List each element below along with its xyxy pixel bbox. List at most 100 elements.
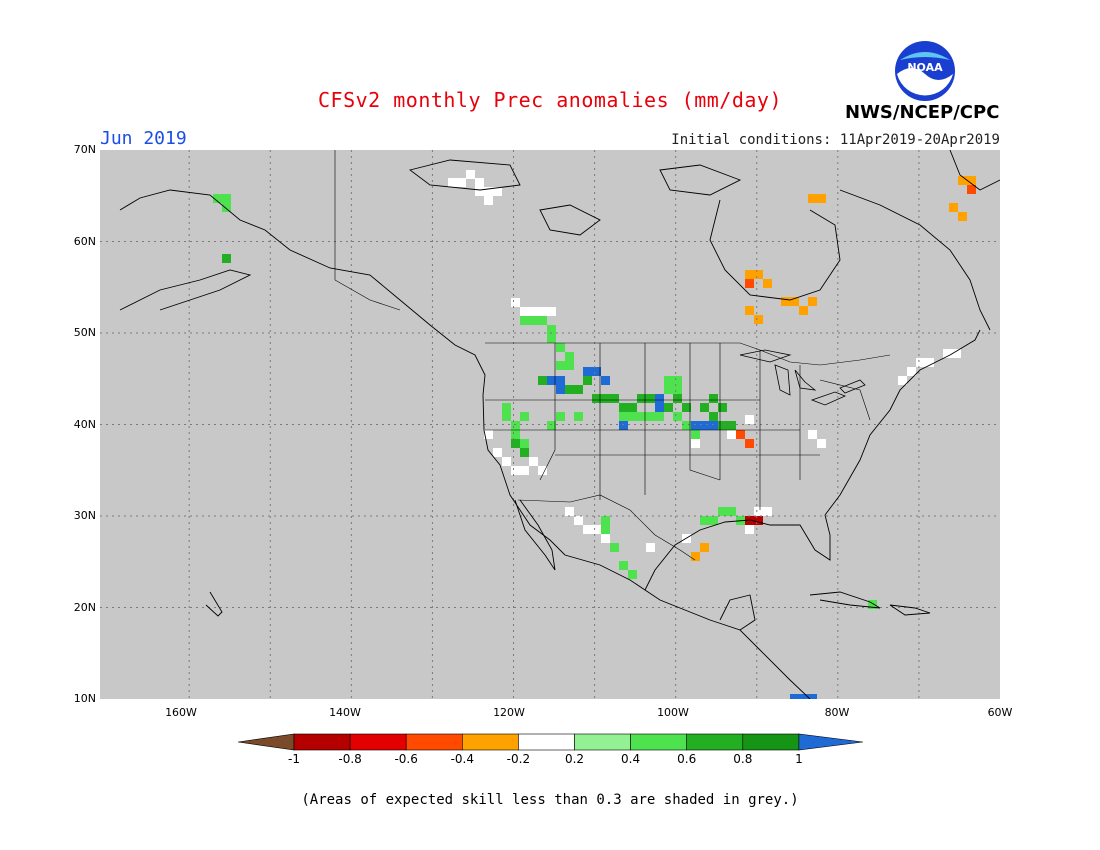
colorbar-segment	[798, 733, 863, 751]
anomaly-cell	[637, 412, 646, 421]
anomaly-cell	[466, 170, 475, 179]
anomaly-cell	[556, 343, 565, 352]
anomaly-cell	[799, 694, 808, 699]
anomaly-cell	[520, 412, 529, 421]
anomaly-cell	[222, 203, 231, 212]
anomaly-cell	[700, 543, 709, 552]
colorbar-segment	[238, 733, 295, 751]
anomaly-cell	[691, 552, 700, 561]
skill-note: (Areas of expected skill less than 0.3 a…	[301, 792, 799, 808]
anomaly-cell	[601, 516, 610, 525]
anomaly-cell	[967, 185, 976, 194]
anomaly-cell	[493, 448, 502, 457]
anomaly-cell	[958, 176, 967, 185]
anomaly-cell	[745, 439, 754, 448]
anomaly-cell	[646, 412, 655, 421]
anomaly-cell	[754, 516, 763, 525]
anomaly-cell	[745, 516, 754, 525]
anomaly-cell	[754, 507, 763, 516]
anomaly-cell	[601, 525, 610, 534]
anomaly-cell	[583, 367, 592, 376]
anomaly-cell	[745, 525, 754, 534]
svg-text:NOAA: NOAA	[907, 61, 943, 74]
colorbar-label: 0.6	[677, 752, 697, 766]
anomaly-cell	[646, 394, 655, 403]
anomaly-cell	[484, 430, 493, 439]
anomaly-cell	[619, 421, 628, 430]
anomaly-cell	[547, 376, 556, 385]
anomaly-cell	[213, 194, 222, 203]
anomaly-cell	[628, 570, 637, 579]
anomaly-cell	[556, 361, 565, 370]
lat-label-20: 20N	[73, 601, 96, 614]
colorbar-segment	[462, 733, 519, 751]
anomaly-cell	[556, 376, 565, 385]
lon-label-160w: 160W	[165, 706, 197, 719]
anomaly-cell	[754, 315, 763, 324]
precip-anomaly-map	[100, 150, 1000, 699]
lon-label-140w: 140W	[329, 706, 361, 719]
lon-label-100w: 100W	[657, 706, 689, 719]
anomaly-cell	[718, 421, 727, 430]
anomaly-cell	[655, 412, 664, 421]
anomaly-cell	[493, 187, 502, 196]
anomaly-cell	[898, 376, 907, 385]
anomaly-cell	[817, 194, 826, 203]
anomaly-cell	[958, 212, 967, 221]
lat-label-70: 70N	[73, 143, 96, 156]
anomaly-cell	[700, 403, 709, 412]
lon-label-120w: 120W	[493, 706, 525, 719]
anomaly-cell	[592, 367, 601, 376]
anomaly-cell	[673, 385, 682, 394]
lon-label-60w: 60W	[987, 706, 1013, 719]
anomaly-cell	[619, 561, 628, 570]
anomaly-cell	[511, 466, 520, 475]
colorbar-segment	[293, 733, 351, 751]
anomaly-cell	[817, 439, 826, 448]
anomaly-cell	[484, 196, 493, 205]
anomaly-cell	[709, 421, 718, 430]
anomaly-cell	[664, 385, 673, 394]
anomaly-cell	[790, 694, 799, 699]
initial-conditions: Initial conditions: 11Apr2019-20Apr2019	[671, 132, 1000, 148]
anomaly-cell	[538, 316, 547, 325]
anomaly-cell	[583, 376, 592, 385]
anomaly-cell	[916, 358, 925, 367]
anomaly-cell	[520, 316, 529, 325]
anomaly-cell	[592, 525, 601, 534]
colorbar-segment	[518, 733, 575, 751]
colorbar-segment	[686, 733, 744, 751]
anomaly-cell	[574, 385, 583, 394]
country-state-borders	[334, 150, 891, 561]
anomaly-cell	[868, 600, 877, 609]
colorbar-label: -0.4	[450, 752, 474, 766]
anomaly-cell	[664, 376, 673, 385]
anomaly-cell	[610, 394, 619, 403]
anomaly-cell	[718, 507, 727, 516]
anomaly-cell	[745, 415, 754, 424]
anomaly-cell	[565, 361, 574, 370]
anomaly-cell	[673, 394, 682, 403]
anomaly-cell	[529, 316, 538, 325]
anomaly-cell	[547, 325, 556, 334]
anomaly-cell	[949, 203, 958, 212]
colorbar-label: -0.6	[394, 752, 418, 766]
noaa-logo-icon: NOAA	[895, 41, 955, 101]
anomaly-cell	[673, 412, 682, 421]
colorbar-label: 0.4	[621, 752, 641, 766]
anomaly-cell	[511, 421, 520, 430]
anomaly-cell	[709, 516, 718, 525]
anomaly-cell	[502, 403, 511, 412]
anomaly-cell	[529, 457, 538, 466]
anomaly-cell	[601, 376, 610, 385]
anomaly-cell	[736, 430, 745, 439]
anomaly-cell	[754, 270, 763, 279]
forecast-month: Jun 2019	[100, 128, 187, 149]
anomaly-cell	[745, 306, 754, 315]
colorbar-label: 1	[795, 752, 803, 766]
anomaly-cell	[763, 507, 772, 516]
colorbar-label: -1	[288, 752, 300, 766]
colorbar-segment	[574, 733, 631, 751]
anomaly-cell	[799, 306, 808, 315]
anomaly-cell	[745, 270, 754, 279]
